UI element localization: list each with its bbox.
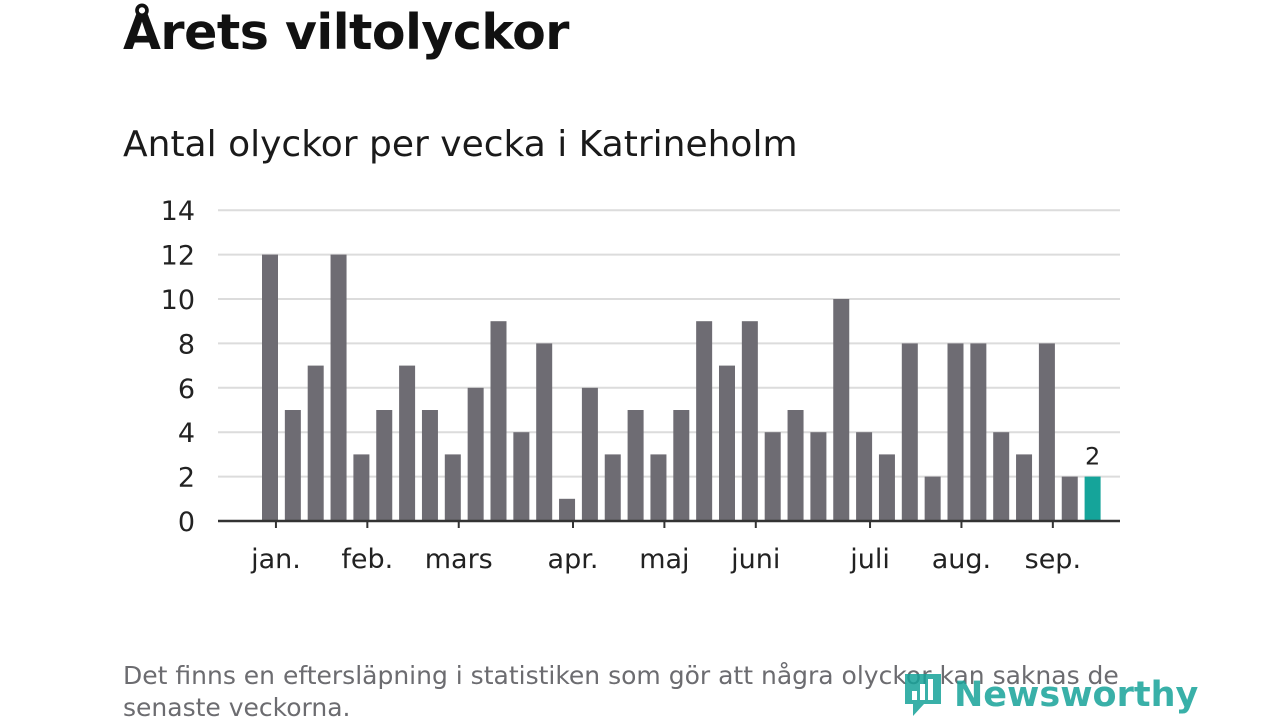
y-tick-label: 8 (178, 329, 195, 360)
bar (1061, 476, 1078, 521)
bar (330, 254, 347, 521)
bar (376, 410, 393, 521)
x-tick-label: mars (425, 544, 493, 575)
bar (764, 432, 781, 521)
x-tick-label: maj (639, 544, 689, 575)
chart-subtitle: Antal olyckor per vecka i Katrineholm (123, 124, 798, 165)
newsworthy-logo: Newsworthy (902, 670, 1198, 720)
bar (719, 365, 735, 521)
bar (399, 365, 416, 521)
bar (353, 454, 370, 521)
y-tick-label: 12 (161, 241, 195, 272)
x-tick-label: juli (849, 544, 890, 575)
footnote: Det finns en eftersläpning i statistiken… (123, 661, 1119, 722)
bar-chart: 0 2 4 6 8 10 12 14 jan. feb. mars apr. maj juni juli a… (161, 196, 1120, 575)
bar (536, 343, 553, 521)
newsworthy-logo-text: Newsworthy (954, 675, 1199, 715)
y-tick-label: 10 (161, 285, 195, 316)
x-tick-label: jan. (250, 544, 301, 575)
bar (673, 410, 690, 521)
bar (467, 387, 484, 521)
bar (924, 476, 941, 521)
bar (307, 365, 324, 521)
x-tick-label: sep. (1025, 544, 1081, 575)
data-label: 2 (1085, 443, 1100, 471)
bar (490, 321, 507, 521)
x-tick-label: juni (730, 544, 780, 575)
chart-title: Årets viltolyckor (123, 4, 569, 61)
bar (947, 343, 964, 521)
bar (696, 321, 713, 521)
y-tick-label: 6 (178, 374, 195, 405)
bar (650, 454, 667, 521)
x-tick-label: feb. (341, 544, 393, 575)
bar (993, 432, 1010, 521)
bar (581, 387, 598, 521)
bar (421, 410, 438, 521)
bar (284, 410, 301, 521)
bars (262, 254, 1101, 521)
bar (878, 454, 895, 521)
bar (856, 432, 873, 521)
bar (970, 343, 987, 521)
x-axis-ticks: jan. feb. mars apr. maj juni juli aug. sep. (250, 521, 1081, 575)
y-axis-ticks: 0 2 4 6 8 10 12 14 (161, 196, 195, 538)
newsworthy-logo-icon (905, 674, 941, 716)
bar (901, 343, 918, 521)
bar (810, 432, 827, 521)
bar (513, 432, 530, 521)
data-labels: 2 (1085, 443, 1100, 471)
bar (604, 454, 621, 521)
y-tick-label: 2 (178, 463, 195, 494)
bar (1016, 454, 1033, 521)
bar (444, 454, 461, 521)
x-tick-label: aug. (932, 544, 991, 575)
bar (559, 498, 576, 521)
y-tick-label: 14 (161, 196, 195, 227)
bar (627, 410, 644, 521)
bar (787, 410, 804, 521)
y-tick-label: 4 (178, 418, 195, 449)
x-tick-label: apr. (548, 544, 599, 575)
bar (833, 299, 850, 521)
bar (262, 254, 278, 521)
y-tick-label: 0 (178, 507, 195, 538)
bar-latest (1084, 476, 1101, 521)
bar (741, 321, 758, 521)
bar (1038, 343, 1055, 521)
